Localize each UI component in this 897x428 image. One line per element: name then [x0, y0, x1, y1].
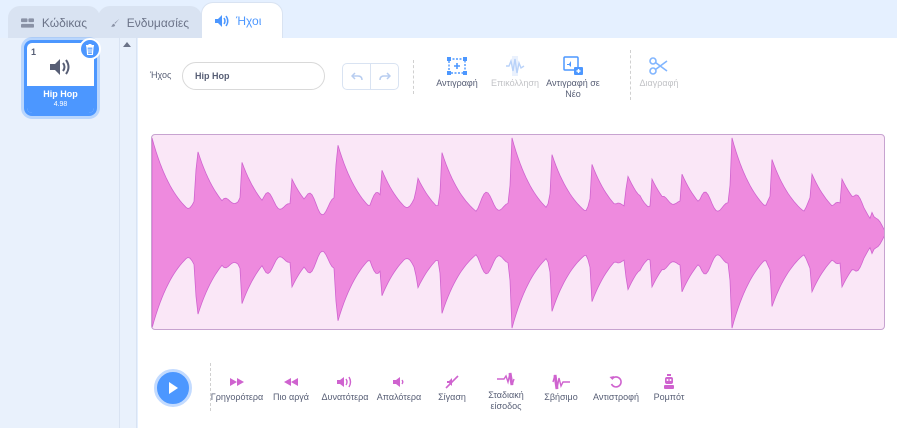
mute-icon [445, 375, 459, 389]
robot-label: Ρομπότ [653, 392, 685, 402]
louder-label: Δυνατότερα [321, 392, 369, 402]
sound-list-scrollbar[interactable] [120, 38, 137, 428]
reverse-effect-button[interactable]: Αντιστροφή [589, 374, 643, 402]
copy-to-new-icon [563, 56, 583, 75]
waveform[interactable] [152, 135, 885, 330]
softer-effect-button[interactable]: Απαλότερα [374, 374, 424, 402]
sound-number: 1 [31, 47, 37, 57]
tab-sounds[interactable]: Ήχοι [201, 2, 283, 38]
redo-icon [378, 71, 391, 80]
waveform-area[interactable] [151, 134, 885, 330]
paste-button[interactable]: Επικόλληση [487, 55, 543, 88]
paste-label: Επικόλληση [490, 78, 539, 88]
sound-duration: 4.98 [53, 101, 68, 108]
reverse-icon [609, 376, 622, 388]
softer-label: Απαλότερα [376, 392, 422, 402]
delete-button[interactable]: Διαγραφή [636, 55, 682, 88]
sound-name-label: Ήχος [150, 70, 172, 80]
fade-out-label: Σβήσιμο [544, 392, 578, 402]
sound-tile-footer: Hip Hop 4.98 [27, 86, 94, 113]
editor-tab-bar: Κώδικας Ενδυμασίες Ήχοι [0, 0, 897, 38]
brush-icon [111, 18, 120, 27]
waveform-shape [152, 137, 884, 329]
undo-icon [350, 71, 363, 80]
tab-code[interactable]: Κώδικας [8, 6, 100, 38]
toolbar-divider [630, 50, 631, 100]
volume-up-icon [337, 376, 352, 388]
tab-sounds-label: Ήχοι [236, 13, 262, 28]
copy-label: Αντιγραφή [436, 78, 478, 88]
mute-label: Σίγαση [438, 392, 466, 402]
sound-name-input[interactable] [182, 62, 325, 90]
reverse-label: Αντιστροφή [593, 392, 639, 402]
fade-in-effect-button[interactable]: Σταδιακή είσοδος [482, 370, 530, 412]
sound-speaker-icon [50, 59, 70, 75]
faster-effect-button[interactable]: Γρηγορότερα [210, 374, 264, 402]
copy-selection-icon [447, 57, 467, 75]
sound-editor: Ήχος Αντιγραφή [138, 38, 897, 428]
delete-label: Διαγραφή [639, 78, 679, 88]
faster-label: Γρηγορότερα [210, 392, 264, 402]
volume-down-icon [393, 377, 404, 387]
robot-effect-button[interactable]: Ρομπότ [649, 374, 689, 402]
speaker-icon [215, 14, 229, 27]
redo-button[interactable] [370, 64, 398, 89]
scroll-up-arrow-icon[interactable] [123, 42, 131, 47]
slower-label: Πιο αργά [272, 392, 310, 402]
copy-to-new-button[interactable]: Αντιγραφή σε Νέο [541, 55, 605, 100]
undo-redo-group [342, 63, 399, 90]
trash-icon [86, 43, 94, 55]
copy-to-new-label: Αντιγραφή σε Νέο [546, 78, 600, 99]
effects-divider [210, 363, 211, 411]
paste-icon [506, 56, 525, 76]
slower-effect-button[interactable]: Πιο αργά [269, 374, 313, 402]
fast-forward-icon [230, 378, 244, 386]
delete-sound-button[interactable] [79, 38, 101, 60]
play-icon [169, 382, 178, 394]
copy-button[interactable]: Αντιγραφή [430, 55, 484, 88]
toolbar-divider [413, 60, 414, 94]
play-button[interactable] [154, 369, 192, 407]
tab-costumes[interactable]: Ενδυμασίες [98, 6, 202, 38]
undo-button[interactable] [343, 64, 370, 89]
tab-costumes-label: Ενδυμασίες [126, 15, 189, 30]
fade-out-icon [552, 374, 570, 390]
robot-icon [664, 374, 674, 389]
sound-name: Hip Hop [43, 89, 78, 99]
louder-effect-button[interactable]: Δυνατότερα [320, 374, 370, 402]
fade-in-icon [497, 372, 515, 386]
code-icon [21, 17, 34, 28]
fade-in-label: Σταδιακή είσοδος [488, 390, 524, 411]
scissors-icon [649, 57, 668, 75]
fade-out-effect-button[interactable]: Σβήσιμο [540, 374, 582, 402]
rewind-icon [284, 378, 298, 386]
mute-effect-button[interactable]: Σίγαση [434, 374, 470, 402]
tab-code-label: Κώδικας [41, 15, 87, 30]
